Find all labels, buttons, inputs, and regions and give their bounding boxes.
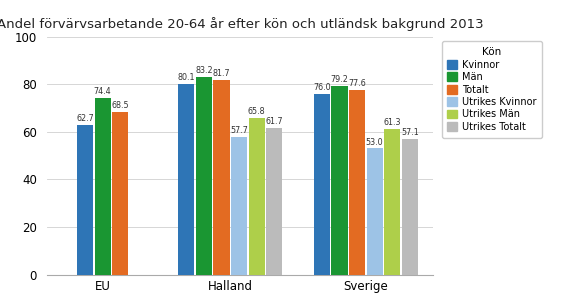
Text: 79.2: 79.2 xyxy=(331,75,349,84)
Text: 77.6: 77.6 xyxy=(348,79,366,88)
Legend: Kvinnor, Män, Totalt, Utrikes Kvinnor, Utrikes Män, Utrikes Totalt: Kvinnor, Män, Totalt, Utrikes Kvinnor, U… xyxy=(442,41,542,138)
Bar xyxy=(402,139,418,274)
Bar xyxy=(332,86,347,274)
Bar xyxy=(77,125,93,274)
Text: 57.7: 57.7 xyxy=(230,126,248,135)
Text: 68.5: 68.5 xyxy=(111,101,129,109)
Bar xyxy=(95,98,111,275)
Text: 80.1: 80.1 xyxy=(178,73,195,82)
Bar xyxy=(231,137,247,274)
Text: 53.0: 53.0 xyxy=(366,138,384,146)
Text: 65.8: 65.8 xyxy=(248,107,266,116)
Bar xyxy=(349,90,365,274)
Bar xyxy=(314,94,330,274)
Text: 81.7: 81.7 xyxy=(213,69,230,78)
Bar xyxy=(367,149,383,274)
Bar xyxy=(384,129,400,274)
Text: 76.0: 76.0 xyxy=(313,83,331,92)
Bar xyxy=(249,118,264,274)
Text: 62.7: 62.7 xyxy=(76,114,94,124)
Bar xyxy=(112,112,128,274)
Text: 83.2: 83.2 xyxy=(195,66,213,75)
Text: 74.4: 74.4 xyxy=(94,87,112,95)
Bar xyxy=(196,77,212,274)
Title: Andel förvärvsarbetande 20-64 år efter kön och utländsk bakgrund 2013: Andel förvärvsarbetande 20-64 år efter k… xyxy=(0,17,483,31)
Bar xyxy=(214,80,229,274)
Text: 61.7: 61.7 xyxy=(266,117,283,126)
Text: 57.1: 57.1 xyxy=(401,128,419,137)
Bar xyxy=(178,84,194,274)
Bar xyxy=(266,128,282,274)
Text: 61.3: 61.3 xyxy=(383,118,401,127)
